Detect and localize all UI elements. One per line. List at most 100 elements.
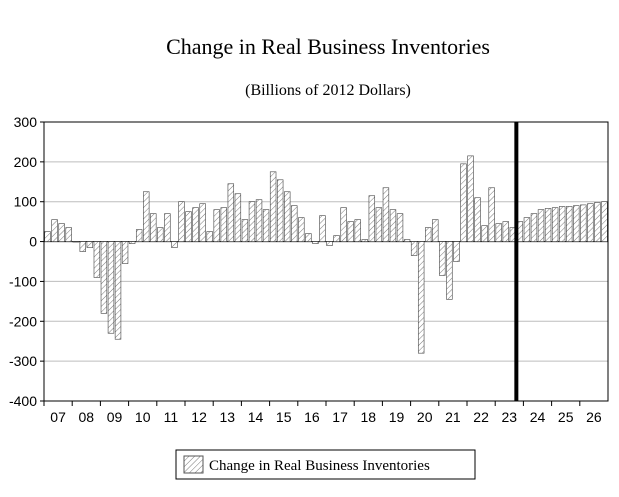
x-tick-label: 18 <box>361 409 377 425</box>
bar <box>354 219 361 242</box>
x-tick-label: 25 <box>558 409 574 425</box>
bar <box>382 187 390 242</box>
bar <box>51 219 58 242</box>
bar <box>72 241 79 243</box>
bar <box>340 207 347 242</box>
y-tick-label: -300 <box>9 353 37 369</box>
bar <box>255 199 263 242</box>
bar <box>107 241 115 334</box>
bar <box>594 202 601 242</box>
x-tick-label: 19 <box>389 409 405 425</box>
y-axis-ticks: 300 200 100 0 -100 -200 -300 -400 <box>9 114 44 409</box>
x-tick-label: 08 <box>79 409 95 425</box>
bar <box>227 183 235 242</box>
bar <box>481 225 488 242</box>
bar <box>262 209 270 242</box>
bar <box>460 163 467 242</box>
bar <box>432 219 439 242</box>
y-tick-label: 300 <box>14 114 38 130</box>
bar <box>389 209 397 242</box>
bar <box>410 241 418 256</box>
bar <box>269 171 277 242</box>
bar <box>248 201 256 242</box>
bar <box>446 241 453 300</box>
bar <box>86 241 94 248</box>
bar <box>178 201 185 242</box>
bar <box>157 227 164 242</box>
bar <box>601 201 608 242</box>
bar <box>467 155 474 242</box>
bar <box>488 187 495 242</box>
x-axis-ticks: 07 08 09 10 11 12 13 14 15 16 17 18 19 20 21 22 23 24 25 26 <box>43 401 602 425</box>
x-tick-label: 22 <box>473 409 489 425</box>
bar <box>474 197 481 242</box>
bar <box>79 241 86 252</box>
y-tick-label: -200 <box>9 313 37 329</box>
x-tick-label: 15 <box>276 409 292 425</box>
bar <box>276 179 284 242</box>
bar <box>439 241 446 276</box>
bar <box>396 213 404 242</box>
bar <box>121 241 129 264</box>
bar <box>333 235 340 242</box>
bar <box>368 195 376 242</box>
bar <box>135 229 143 242</box>
plot-frame <box>43 121 609 402</box>
bar <box>241 219 249 242</box>
bar <box>573 205 580 242</box>
x-tick-label: 21 <box>445 409 461 425</box>
y-tick-label: -100 <box>9 273 37 289</box>
legend: Change in Real Business Inventories <box>175 449 476 480</box>
bar <box>58 223 65 242</box>
bar <box>453 241 460 262</box>
bar <box>192 207 199 242</box>
bar <box>284 191 291 242</box>
bar <box>291 205 298 242</box>
y-tick-label: 200 <box>14 154 38 170</box>
x-tick-label: 16 <box>304 409 320 425</box>
x-tick-label: 20 <box>417 409 433 425</box>
bar <box>425 227 432 242</box>
bar <box>361 239 368 242</box>
bar <box>537 209 545 242</box>
bar <box>44 231 51 242</box>
x-tick-label: 17 <box>332 409 348 425</box>
bar <box>375 207 383 242</box>
bar <box>347 221 354 242</box>
bar <box>298 217 305 242</box>
bar <box>171 241 178 248</box>
x-tick-label: 26 <box>586 409 602 425</box>
bar <box>114 241 122 340</box>
bar <box>566 206 573 242</box>
bar <box>143 191 150 242</box>
bar <box>206 231 213 242</box>
x-tick-label: 11 <box>164 409 179 425</box>
bar <box>558 206 566 242</box>
y-tick-label: 0 <box>29 234 37 250</box>
bar <box>213 209 220 242</box>
bar <box>150 213 157 242</box>
bar <box>403 239 411 242</box>
y-tick-label: -400 <box>9 393 37 409</box>
bar <box>580 204 587 242</box>
bar <box>544 208 552 242</box>
x-tick-label: 24 <box>530 409 546 425</box>
legend-swatch <box>183 455 204 474</box>
x-tick-label: 23 <box>502 409 518 425</box>
bar <box>530 213 538 242</box>
x-tick-label: 12 <box>191 409 207 425</box>
chart-title: Change in Real Business Inventories <box>166 34 490 59</box>
x-tick-label: 14 <box>248 409 264 425</box>
bar <box>65 227 72 242</box>
bar <box>220 207 227 242</box>
bar <box>495 223 502 242</box>
bar <box>523 217 531 242</box>
x-tick-label: 13 <box>220 409 236 425</box>
legend-label: Change in Real Business Inventories <box>209 458 430 474</box>
x-tick-label: 09 <box>107 409 123 425</box>
bar <box>502 221 509 242</box>
bar <box>164 213 171 242</box>
bar <box>185 211 192 242</box>
y-tick-label: 100 <box>14 194 38 210</box>
